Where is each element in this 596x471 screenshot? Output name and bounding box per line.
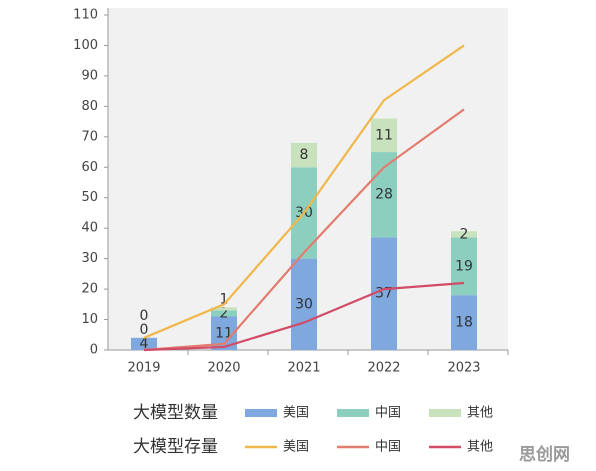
y-tick-label: 50 [81, 190, 98, 205]
legend-label: 美国 [283, 406, 309, 421]
value-label: 28 [375, 187, 393, 203]
line [143, 108, 465, 352]
y-tick-label: 20 [81, 282, 98, 297]
legend-label: 中国 [375, 406, 401, 421]
value-label: 0 [140, 322, 149, 338]
value-label: 30 [295, 296, 313, 312]
value-label: 2 [460, 226, 469, 242]
legend-label: 其他 [467, 440, 493, 455]
bar [291, 142, 317, 168]
x-tick-label: 2023 [447, 361, 480, 376]
y-tick-label: 110 [73, 8, 98, 23]
bar [451, 231, 477, 238]
bar [291, 258, 317, 350]
legend-label: 美国 [283, 440, 309, 455]
y-tick-label: 60 [81, 160, 98, 175]
legend-swatch [337, 409, 369, 417]
y-tick-label: 40 [81, 221, 98, 236]
legend-title: 大模型存量 [133, 437, 218, 457]
value-label: 2 [220, 305, 229, 321]
watermark: 思创网 [519, 444, 570, 465]
value-label: 19 [455, 258, 473, 274]
y-tick-label: 70 [81, 129, 98, 144]
bar [211, 310, 237, 317]
y-tick-label: 100 [73, 38, 98, 53]
x-tick-label: 2021 [287, 361, 320, 376]
bar [451, 237, 477, 296]
x-tick-label: 2019 [127, 361, 160, 376]
value-label: 1 [220, 291, 229, 307]
value-label: 18 [455, 315, 473, 331]
value-label: 0 [140, 308, 149, 324]
y-tick-label: 10 [81, 312, 98, 327]
line [143, 44, 465, 339]
legend-swatch [429, 409, 461, 417]
bar [211, 307, 237, 311]
bar [451, 295, 477, 350]
line [143, 281, 465, 352]
legend-label: 其他 [467, 406, 493, 421]
x-tick-label: 2020 [207, 361, 240, 376]
bar [131, 337, 157, 350]
value-label: 11 [375, 127, 393, 143]
value-label: 8 [300, 147, 309, 163]
legend-title: 大模型数量 [133, 403, 218, 423]
y-tick-label: 80 [81, 99, 98, 114]
y-tick-label: 30 [81, 251, 98, 266]
legend-swatch [245, 409, 277, 417]
legend-label: 中国 [375, 440, 401, 455]
y-tick-label: 0 [90, 343, 98, 358]
bar [371, 118, 397, 153]
value-label: 4 [140, 336, 149, 352]
y-tick-label: 90 [81, 68, 98, 83]
value-label: 11 [215, 325, 233, 341]
x-tick-label: 2022 [367, 361, 400, 376]
